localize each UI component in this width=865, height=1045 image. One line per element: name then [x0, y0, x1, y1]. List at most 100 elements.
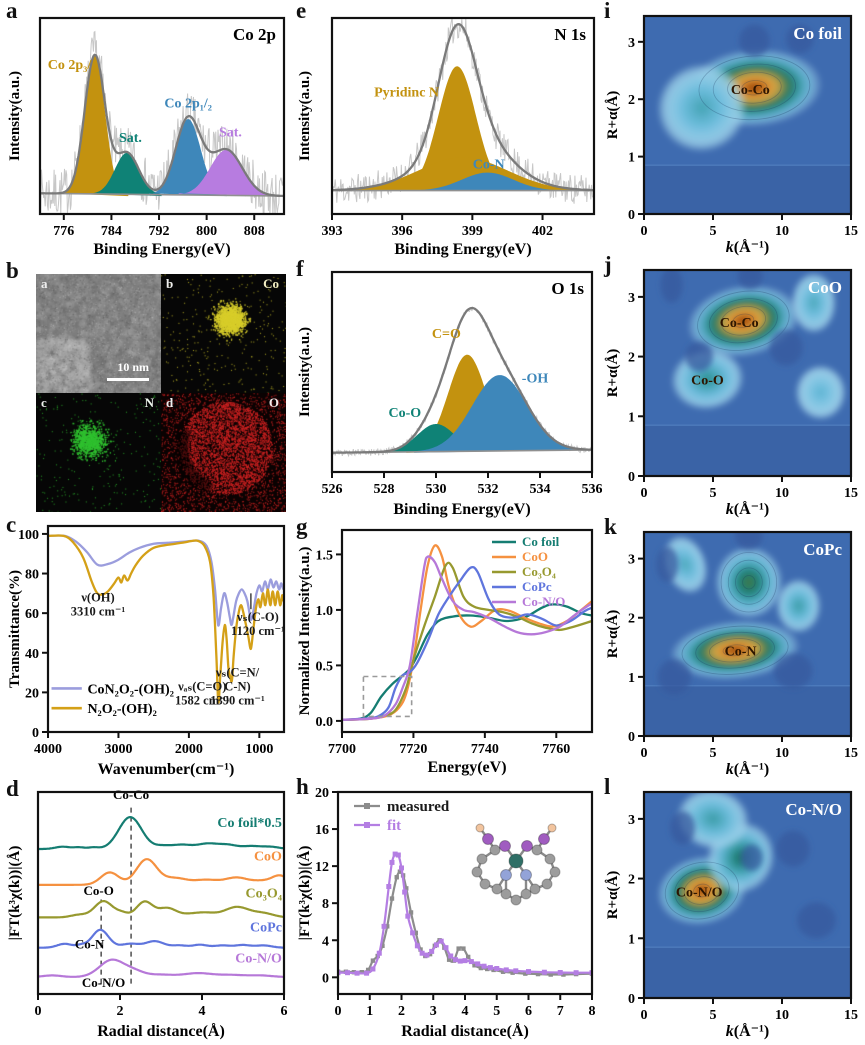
- svg-text:Intensity(a.u.): Intensity(a.u.): [7, 71, 23, 161]
- svg-text:8: 8: [589, 1004, 596, 1019]
- svg-text:0: 0: [628, 470, 635, 485]
- svg-text:1: 1: [628, 671, 635, 686]
- panel-h-letter: h: [296, 774, 309, 799]
- svg-text:0: 0: [641, 1008, 648, 1023]
- panel-k-letter: k: [604, 514, 617, 539]
- svg-text:Co-N/O: Co-N/O: [522, 594, 565, 609]
- panel-d-exafs-stack: d Co-Co Co-O Co-N Co-N/O Co foil*0.5 CoO Co₃O₄…: [6, 776, 292, 1042]
- svg-text:536: 536: [582, 482, 603, 497]
- svg-text:5: 5: [493, 1004, 500, 1019]
- svg-text:Binding Energy(eV): Binding Energy(eV): [393, 501, 530, 518]
- svg-text:5: 5: [710, 224, 717, 239]
- svg-text:k(Å⁻¹): k(Å⁻¹): [726, 500, 769, 518]
- svg-text:4: 4: [199, 1004, 206, 1019]
- svg-text:2: 2: [117, 1004, 124, 1019]
- co2p-xps-plot: Co 2p₃/₂ Sat. Co 2p₁/₂ Sat. 776 784 792 800 808 B…: [7, 16, 286, 258]
- svg-text:Co 2p₁/₂: Co 2p₁/₂: [164, 97, 212, 112]
- svg-text:776: 776: [53, 224, 74, 239]
- svg-text:784: 784: [101, 224, 122, 239]
- o-map-sub-label: d: [166, 395, 174, 410]
- svg-text:0: 0: [628, 992, 635, 1007]
- svg-text:393: 393: [322, 224, 343, 239]
- svg-text:80: 80: [25, 568, 39, 583]
- svg-text:1000: 1000: [245, 742, 273, 757]
- svg-text:νₛ(C-O): νₛ(C-O): [236, 610, 279, 624]
- svg-text:N 1s: N 1s: [554, 25, 586, 44]
- svg-text:Co-Co: Co-Co: [731, 83, 770, 98]
- svg-text:-OH: -OH: [522, 371, 549, 386]
- panel-b-eds-maps: b a 10 nm b Co c N d O: [6, 258, 292, 516]
- svg-text:0: 0: [35, 1004, 42, 1019]
- co-map-image: b Co: [161, 274, 286, 393]
- svg-text:Co₃O₄: Co₃O₄: [246, 887, 283, 902]
- svg-text:CoPc: CoPc: [803, 540, 842, 559]
- panel-j-letter: j: [604, 252, 612, 277]
- n-map-sub-label: c: [41, 395, 47, 410]
- svg-text:5: 5: [710, 746, 717, 761]
- svg-text:3310 cm⁻¹: 3310 cm⁻¹: [71, 604, 126, 618]
- svg-text:CoO: CoO: [808, 278, 842, 297]
- svg-text:15: 15: [844, 1008, 858, 1023]
- svg-text:R+α(Å): R+α(Å): [605, 871, 621, 920]
- svg-text:C=O: C=O: [432, 327, 461, 342]
- tem-image: a 10 nm: [36, 274, 161, 393]
- wavelet-cofoil-plot: Co-Co 0 5 10 15 0 1 2 3 k(Å⁻¹) R+α(Å) Co foil: [605, 14, 858, 256]
- panel-i-letter: i: [604, 0, 611, 23]
- svg-text:0: 0: [628, 208, 635, 223]
- svg-text:Co 2p: Co 2p: [233, 25, 276, 44]
- svg-text:Co-N/O: Co-N/O: [676, 886, 723, 901]
- svg-text:526: 526: [322, 482, 343, 497]
- panel-e-letter: e: [296, 0, 307, 23]
- o-element-label: O: [268, 395, 279, 410]
- ftir-plot: 4000 3000 2000 1000 0 20 40 60 80 100 Wavenumber(c…: [7, 524, 286, 778]
- panel-h-exafs-fit: h 0 1 2 3 4 5 6 7 8 0 4 8 12 16 20 Radial distance(Å) |F…: [296, 774, 602, 1042]
- svg-text:40: 40: [25, 647, 39, 662]
- svg-text:15: 15: [844, 486, 858, 501]
- panel-d-letter: d: [6, 776, 19, 801]
- panel-k-wavelet-copc: k Co-N 0 5 10 15 0 1 2 3 k(Å⁻¹) R+α(Å) CoPc: [604, 514, 863, 780]
- panel-c-ftir: c 4000 3000 2000 1000 0 20 40 60 80 100 Wavenumber…: [6, 512, 292, 780]
- svg-text:R+α(Å): R+α(Å): [605, 91, 621, 140]
- svg-text:2: 2: [628, 612, 635, 627]
- panel-i-wavelet-cofoil: i Co-Co 0 5 10 15 0 1 2 3 k(Å⁻¹) R+α(Å) Co foil: [604, 0, 863, 258]
- svg-text:Transmittance(%): Transmittance(%): [7, 570, 23, 688]
- panel-a-co2p-xps: a Co 2p₃/₂ Sat. Co 2p₁/₂ Sat. 776 784 792 800 80…: [6, 0, 292, 260]
- svg-text:k(Å⁻¹): k(Å⁻¹): [726, 1022, 769, 1040]
- svg-text:0: 0: [32, 726, 39, 741]
- svg-text:7720: 7720: [399, 742, 427, 757]
- svg-text:Intensity(a.u.): Intensity(a.u.): [297, 327, 313, 417]
- svg-text:7700: 7700: [328, 742, 356, 757]
- svg-text:0.0: 0.0: [316, 715, 334, 730]
- svg-text:20: 20: [315, 786, 329, 801]
- svg-text:528: 528: [374, 482, 395, 497]
- svg-text:C-N): C-N): [224, 680, 250, 694]
- n-element-label: N: [144, 395, 154, 410]
- svg-text:5: 5: [710, 486, 717, 501]
- wavelet-cono-plot: Co-N/O 0 5 10 15 0 1 2 3 k(Å⁻¹) R+α(Å) Co-N/O: [605, 790, 858, 1040]
- panel-g-letter: g: [296, 514, 308, 539]
- svg-text:3: 3: [628, 813, 635, 828]
- svg-text:2: 2: [628, 351, 635, 366]
- svg-text:800: 800: [196, 224, 217, 239]
- svg-text:1.0: 1.0: [316, 604, 334, 619]
- svg-text:Co-N/O: Co-N/O: [82, 975, 125, 990]
- svg-text:|FT(k³χ(k))|(Å): |FT(k³χ(k))|(Å): [7, 846, 23, 941]
- svg-text:Intensity(a.u.): Intensity(a.u.): [297, 71, 313, 161]
- svg-text:1.5: 1.5: [316, 548, 334, 563]
- svg-text:7760: 7760: [542, 742, 570, 757]
- svg-text:k(Å⁻¹): k(Å⁻¹): [726, 760, 769, 778]
- svg-text:Sat.: Sat.: [119, 131, 142, 146]
- svg-text:10: 10: [775, 224, 789, 239]
- exafs-stack-plot: Co-Co Co-O Co-N Co-N/O Co foil*0.5 CoO Co₃O₄ Co…: [7, 787, 288, 1040]
- o1s-xps-plot: C=O Co-O -OH 526 528 530 532 534 536 Binding Ener…: [297, 270, 603, 518]
- svg-text:399: 399: [462, 224, 483, 239]
- svg-text:3: 3: [430, 1004, 437, 1019]
- svg-text:792: 792: [149, 224, 170, 239]
- svg-text:CoPc: CoPc: [250, 920, 282, 935]
- svg-text:1: 1: [366, 1004, 373, 1019]
- panel-e-n1s-xps: e Pyridinc N Co-N 393 396 399 402 Binding Ener…: [296, 0, 602, 260]
- svg-text:CoPc: CoPc: [522, 579, 552, 594]
- svg-text:4000: 4000: [34, 742, 62, 757]
- panel-f-o1s-xps: f C=O Co-O -OH 526 528 530 532 534 536 Binding En…: [296, 256, 603, 520]
